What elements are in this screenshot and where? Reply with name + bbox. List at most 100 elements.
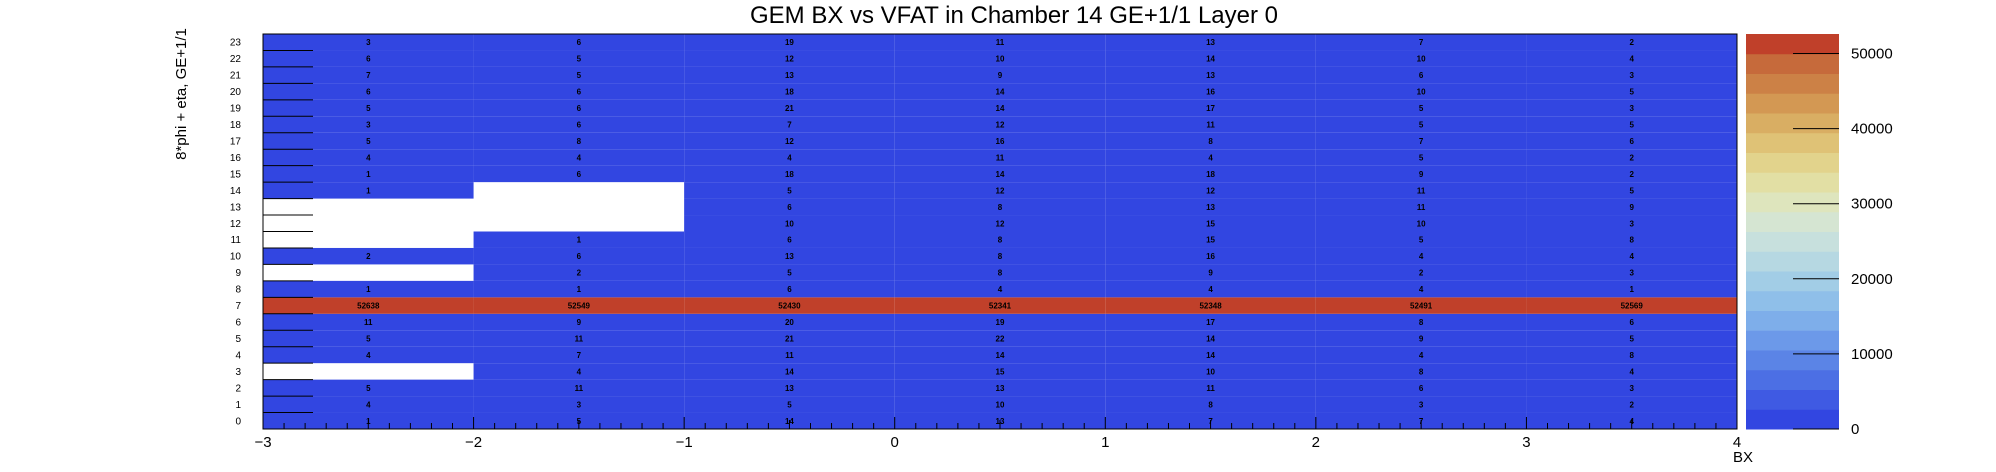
heatmap-cell [684,396,895,413]
heatmap-cell [684,280,895,298]
cell-value-label: 5 [1629,334,1634,343]
cell-value-label: 1 [577,285,582,294]
heatmap-cell [473,231,685,248]
heatmap-cell [894,116,1106,133]
cell-value-label: 4 [1629,367,1634,376]
cell-value-label: 13 [785,252,794,261]
cell-value-label: 4 [1629,252,1634,261]
heatmap-cell [684,182,895,199]
cell-value-label: 10 [996,400,1005,409]
cell-value-label: 6 [577,104,582,113]
heatmap-cell [1315,330,1527,347]
heatmap-cell [684,165,895,183]
heatmap-cell [1526,198,1737,216]
cell-value-label: 13 [785,71,794,80]
heatmap-cell [1526,50,1737,67]
cell-value-label: 5 [1629,121,1634,130]
color-scale-band [1746,192,1839,213]
heatmap-cell [1526,132,1737,150]
heatmap-cell [684,330,895,347]
cell-value-label: 11 [364,318,373,327]
heatmap-cell [1526,346,1737,364]
heatmap-cell [684,297,895,314]
cell-value-label: 21 [785,334,794,343]
heatmap-cell [684,215,895,232]
y-tick-label: 9 [235,268,241,279]
cell-value-label: 4 [1208,153,1213,162]
heatmap-cell [684,363,895,380]
color-scale-band [1746,290,1839,311]
cell-value-label: 5 [1419,104,1424,113]
heatmap-cell [1315,313,1527,331]
cell-value-label: 18 [785,170,794,179]
cell-value-label: 18 [1206,170,1215,179]
cell-value-label: 11 [1206,384,1215,393]
x-tick-label: −1 [676,434,693,451]
heatmap-cell [1526,330,1737,347]
heatmap-cell [1105,231,1316,248]
cell-value-label: 10 [1417,55,1426,64]
cell-value-label: 6 [1419,71,1424,80]
heatmap-cell [1105,264,1316,281]
cell-value-label: 9 [1629,203,1634,212]
heatmap-cell [894,215,1106,232]
cell-value-label: 6 [787,285,792,294]
cell-value-label: 6 [366,55,371,64]
heatmap-cell [684,99,895,117]
axes: −3 −2 −1 0 1 2 3 401234567891011121314151617181… [230,33,1741,451]
heatmap-cell [1105,330,1316,347]
cell-value-label: 13 [1206,203,1215,212]
heatmap-cell [1315,379,1527,397]
x-tick-label: −2 [465,434,482,451]
heatmap-cell [684,264,895,281]
cell-value-label: 7 [577,351,582,360]
heatmap-cell [894,99,1106,117]
heatmap-cell [263,313,474,331]
cell-value-label: 4 [1419,252,1424,261]
cell-value-label: 8 [577,137,582,146]
cell-value-label: 11 [1417,186,1426,195]
heatmap-cell [1105,182,1316,199]
cell-value-label: 6 [577,170,582,179]
heatmap-cell [473,149,685,166]
heatmap-cell [263,280,474,298]
cell-value-label: 52430 [778,302,801,311]
y-tick-label: 11 [231,235,242,246]
y-tick-label: 5 [235,334,241,345]
cell-value-label: 14 [996,104,1005,113]
cell-value-label: 9 [1419,170,1424,179]
color-scale-band [1746,132,1839,153]
cell-value-label: 7 [366,71,371,80]
cell-value-label: 12 [996,186,1005,195]
heatmap-cell [1315,165,1527,183]
heatmap-cell [1105,132,1316,150]
cell-value-label: 18 [785,88,794,97]
heatmap-cell [684,116,895,133]
cell-value-label: 2 [1629,38,1634,47]
y-tick-label: 23 [230,38,242,49]
heatmap-cell [263,165,474,183]
cell-value-label: 14 [1206,55,1215,64]
heatmap-cell [684,346,895,364]
cell-value-label: 4 [577,153,582,162]
y-tick-label: 13 [230,202,242,213]
cell-value-label: 19 [785,38,794,47]
x-axis-label: BX [1733,449,1753,466]
y-tick-label: 6 [235,318,241,329]
heatmap-cell [1105,116,1316,133]
heatmap-cell [1315,149,1527,166]
heatmap-cell [684,379,895,397]
heatmap-cell [263,247,474,265]
heatmap-cell [1105,198,1316,216]
x-tick-label: −3 [254,434,271,451]
cell-value-label: 4 [998,285,1003,294]
heatmap-cell [1105,346,1316,364]
chart-title: GEM BX vs VFAT in Chamber 14 GE+1/1 Laye… [750,2,1278,29]
heatmap-cell [263,132,474,150]
color-scale-band [1746,211,1839,232]
color-scale-band [1746,389,1839,410]
cell-value-label: 52348 [1199,302,1222,311]
cell-value-label: 22 [996,334,1005,343]
color-scale-band [1746,53,1839,74]
